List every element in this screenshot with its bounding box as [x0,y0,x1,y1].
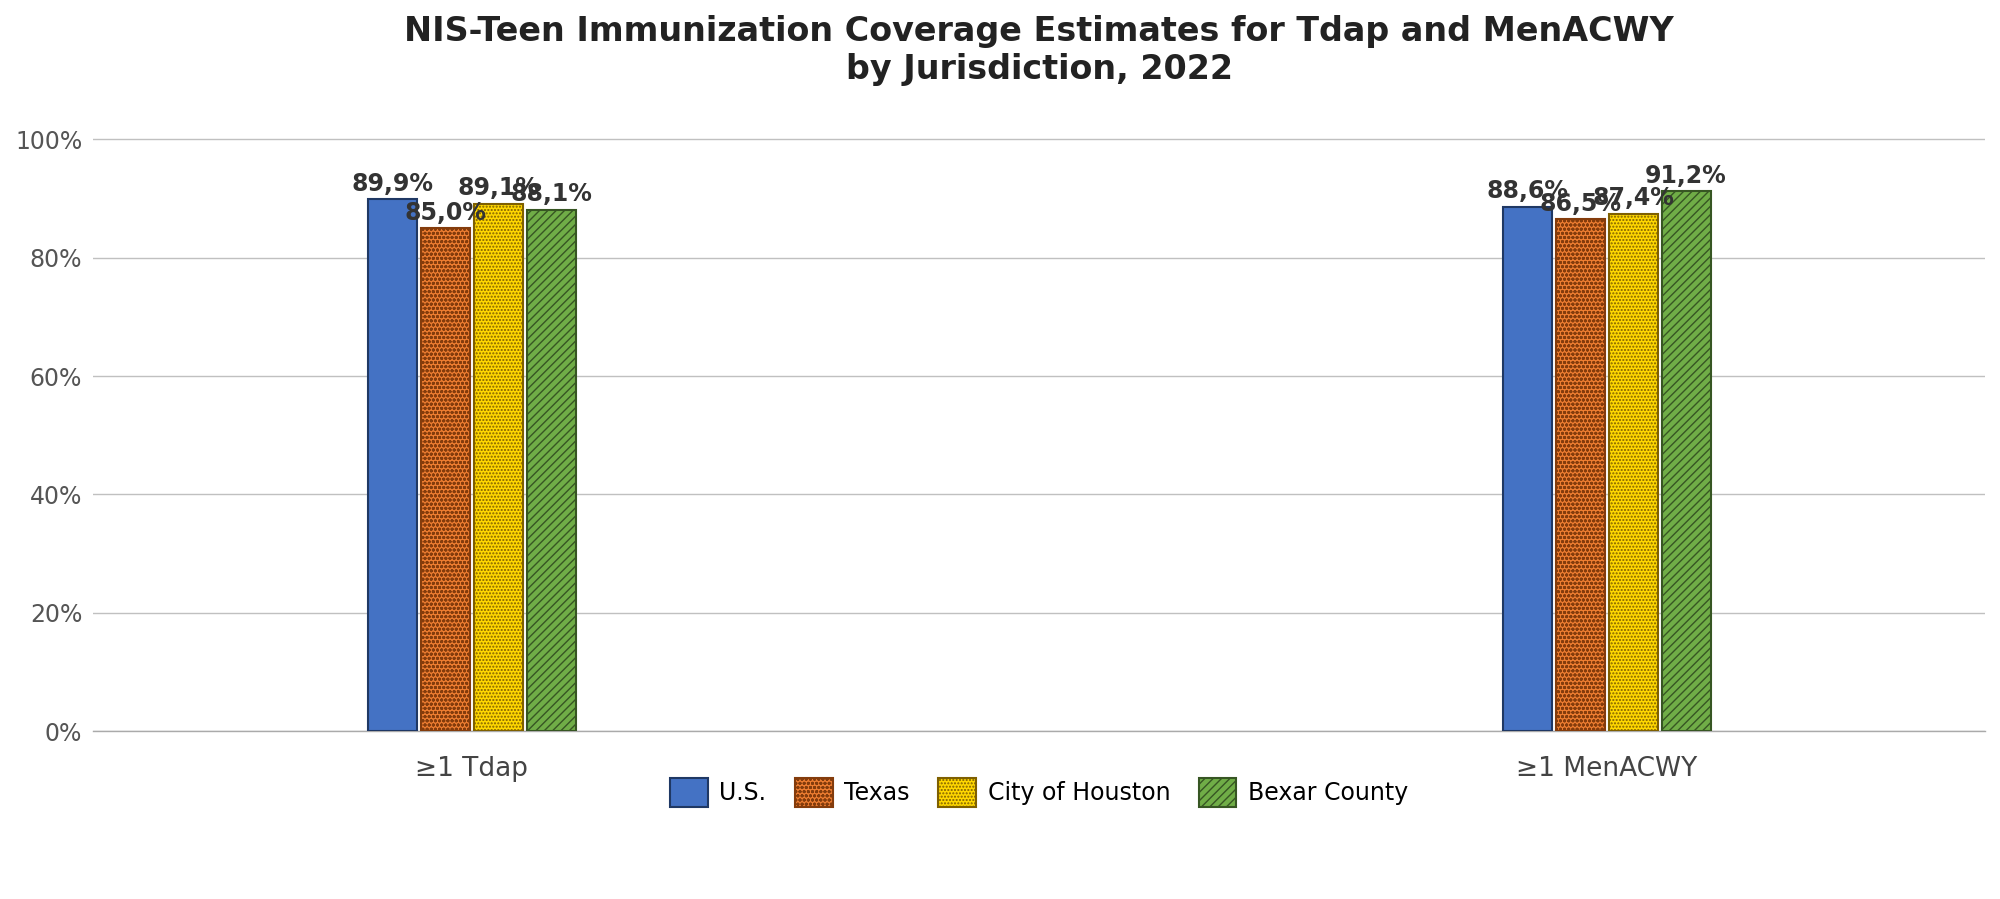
Bar [368,199,416,731]
Bar [1502,207,1552,731]
Text: 91,2%: 91,2% [1646,164,1726,188]
Text: 88,1%: 88,1% [510,182,592,206]
Bar [420,228,470,731]
Text: 86,5%: 86,5% [1540,191,1622,216]
Bar [474,204,522,731]
Text: 89,9%: 89,9% [352,172,434,196]
Bar [526,209,576,731]
Bar [1662,191,1710,731]
Text: 89,1%: 89,1% [458,176,540,200]
Bar [1556,219,1604,731]
Bar [1608,214,1658,731]
Legend: U.S., Texas, City of Houston, Bexar County: U.S., Texas, City of Houston, Bexar Coun… [658,766,1420,819]
Text: 87,4%: 87,4% [1592,186,1674,210]
Title: NIS-Teen Immunization Coverage Estimates for Tdap and MenACWY
by Jurisdiction, 2: NIS-Teen Immunization Coverage Estimates… [404,15,1674,86]
Text: 85,0%: 85,0% [404,200,486,225]
Text: 88,6%: 88,6% [1486,179,1568,203]
